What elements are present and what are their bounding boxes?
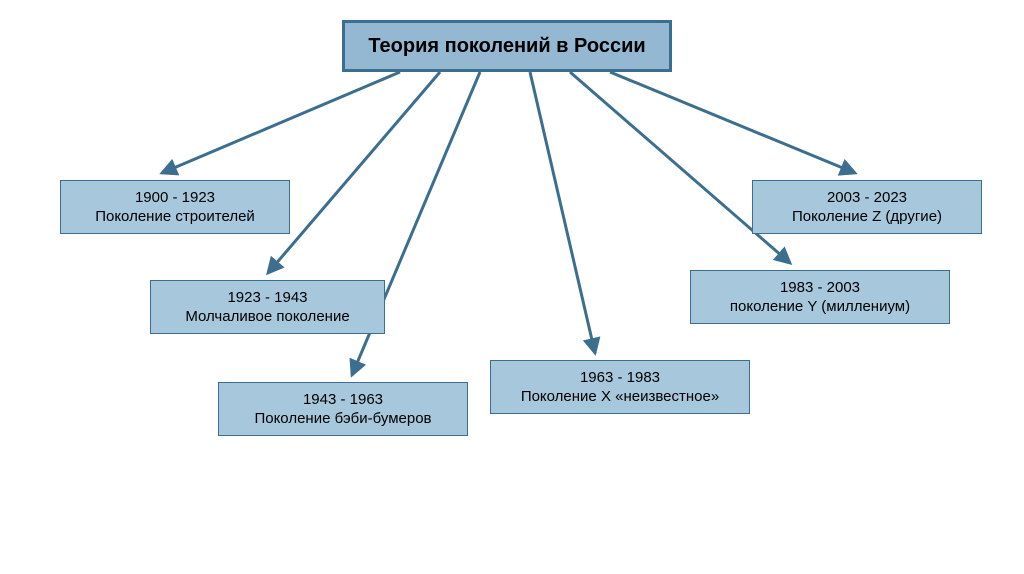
generation-label: Поколение бэби-бумеров xyxy=(254,409,431,429)
generation-years: 1923 - 1943 xyxy=(227,288,307,308)
arrow-5 xyxy=(610,72,855,173)
generation-box-gen-x: 1963 - 1983Поколение X «неизвестное» xyxy=(490,360,750,414)
generation-label: Поколение Z (другие) xyxy=(792,207,942,227)
arrow-4 xyxy=(570,72,790,263)
generation-label: Поколение X «неизвестное» xyxy=(521,387,719,407)
generation-label: поколение Y (миллениум) xyxy=(730,297,910,317)
title-text: Теория поколений в России xyxy=(368,33,645,59)
generation-box-boomers: 1943 - 1963Поколение бэби-бумеров xyxy=(218,382,468,436)
generation-label: Молчаливое поколение xyxy=(185,307,349,327)
generation-label: Поколение строителей xyxy=(95,207,255,227)
generation-years: 1983 - 2003 xyxy=(780,278,860,298)
generation-box-gen-z: 2003 - 2023Поколение Z (другие) xyxy=(752,180,982,234)
generation-years: 1900 - 1923 xyxy=(135,188,215,208)
generation-years: 1963 - 1983 xyxy=(580,368,660,388)
generation-years: 1943 - 1963 xyxy=(303,390,383,410)
arrow-1 xyxy=(268,72,440,273)
generation-box-gen-y: 1983 - 2003поколение Y (миллениум) xyxy=(690,270,950,324)
generation-box-builders: 1900 - 1923Поколение строителей xyxy=(60,180,290,234)
generation-years: 2003 - 2023 xyxy=(827,188,907,208)
arrow-0 xyxy=(162,72,400,173)
title-box: Теория поколений в России xyxy=(342,20,672,72)
arrow-3 xyxy=(530,72,595,353)
generation-box-silent: 1923 - 1943Молчаливое поколение xyxy=(150,280,385,334)
